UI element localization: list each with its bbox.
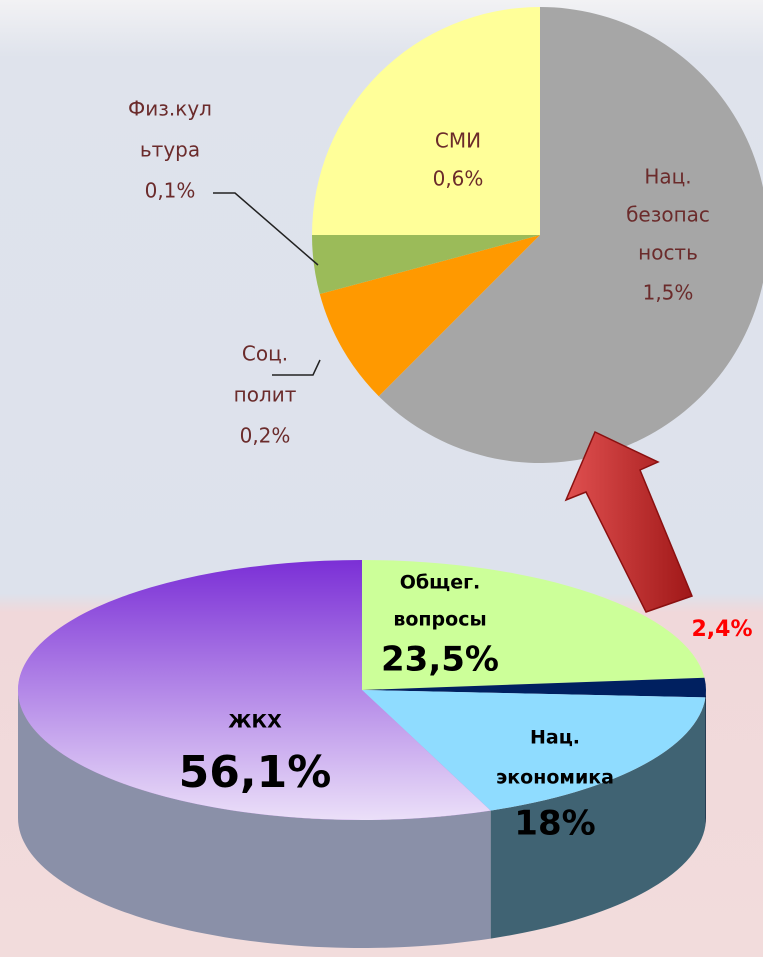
slice-label: экономика — [496, 767, 614, 789]
slice-label: полит — [234, 383, 297, 407]
value-label: 0,6% — [433, 167, 484, 191]
slice-label: вопросы — [393, 609, 486, 631]
value-label: 2,4% — [691, 617, 752, 642]
slice-side — [18, 690, 491, 948]
slice-label: ьтура — [140, 138, 200, 162]
slice — [362, 690, 706, 811]
slice — [362, 677, 707, 698]
slice-side — [705, 690, 706, 826]
slice-label: ность — [638, 241, 698, 265]
slice-label: Нац. — [530, 727, 580, 749]
slice — [312, 235, 540, 295]
slice-side — [490, 697, 706, 939]
labels: Нац. безопас ность 1,5% Соц. полит 0,2% Физ.кул… — [128, 97, 752, 844]
slice-label: безопас — [626, 203, 710, 227]
leader-line — [272, 359, 321, 376]
slice — [362, 560, 705, 690]
slice-label: Физ.кул — [128, 97, 212, 121]
slice-label: Нац. — [644, 165, 691, 189]
value-label: 56,1% — [179, 747, 332, 798]
slice-label: ЖКХ — [228, 711, 282, 733]
upper-pie — [312, 7, 763, 463]
slice-shine — [17, 560, 491, 821]
value-label: 0,1% — [145, 179, 196, 203]
slice — [319, 235, 540, 397]
slice — [378, 7, 763, 463]
slice-label: Соц. — [242, 342, 288, 366]
slice-label: Общег. — [400, 572, 480, 594]
leader-line — [213, 192, 319, 266]
slice-label: СМИ — [435, 129, 481, 153]
lower-pie — [17, 560, 707, 948]
value-label: 1,5% — [643, 281, 694, 305]
value-label: 0,2% — [240, 424, 291, 448]
value-label: 18% — [514, 804, 595, 844]
slice — [312, 7, 540, 235]
value-label: 23,5% — [381, 640, 499, 680]
arrow — [564, 430, 693, 613]
